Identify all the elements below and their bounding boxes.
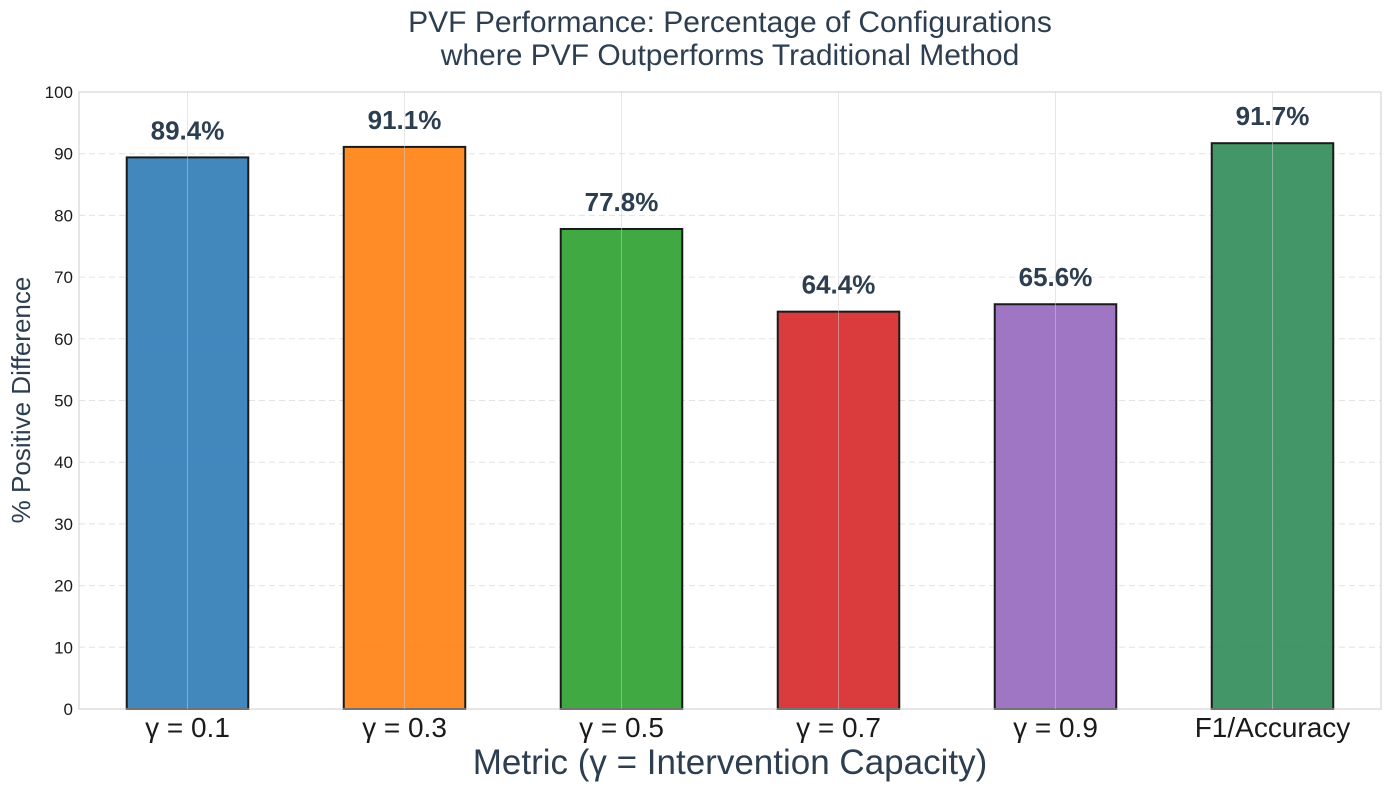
chart-title-line-1: PVF Performance: Percentage of Configura… — [408, 6, 1052, 39]
bar-value-label: 64.4% — [802, 270, 876, 300]
x-tick-label: F1/Accuracy — [1195, 712, 1351, 743]
y-tick-label: 10 — [54, 638, 73, 657]
x-tick-label: γ = 0.5 — [579, 712, 664, 743]
value-label-layer: 89.4% 91.1% 77.8% 64.4% 65.6% 91.7% — [151, 101, 1310, 299]
y-tick-label: 30 — [54, 515, 73, 534]
y-tick-label: 50 — [54, 392, 73, 411]
vertical-grid-layer — [187, 92, 1273, 709]
x-axis-label: Metric (γ = Intervention Capacity) — [473, 743, 988, 782]
bar-layer — [125, 142, 1335, 711]
y-tick-label: 40 — [54, 453, 73, 472]
bar-value-label: 91.7% — [1236, 101, 1310, 131]
y-tick-layer: 0 10 20 30 40 50 60 70 80 90 100 — [45, 83, 73, 719]
y-tick-label: 20 — [54, 577, 73, 596]
bar-value-label: 89.4% — [151, 115, 225, 145]
bar-value-label: 65.6% — [1019, 262, 1093, 292]
y-tick-label: 100 — [45, 83, 73, 102]
y-tick-label: 70 — [54, 268, 73, 287]
y-tick-label: 0 — [64, 700, 73, 719]
y-axis-label: % Positive Difference — [6, 277, 36, 524]
x-tick-layer: γ = 0.1 γ = 0.3 γ = 0.5 γ = 0.7 γ = 0.9 F1/Ac… — [145, 712, 1350, 743]
plot-frame — [78, 91, 1382, 710]
y-tick-label: 60 — [54, 330, 73, 349]
chart-title-line-2: where PVF Outperforms Traditional Method — [440, 39, 1020, 72]
bar-value-label: 77.8% — [585, 187, 659, 217]
bar-value-label: 91.1% — [368, 105, 442, 135]
x-tick-label: γ = 0.9 — [1013, 712, 1098, 743]
x-tick-label: γ = 0.1 — [145, 712, 230, 743]
y-tick-label: 90 — [54, 145, 73, 164]
y-tick-label: 80 — [54, 206, 73, 225]
grid-layer — [79, 153, 1381, 648]
x-tick-label: γ = 0.3 — [362, 712, 447, 743]
x-tick-label: γ = 0.7 — [796, 712, 881, 743]
